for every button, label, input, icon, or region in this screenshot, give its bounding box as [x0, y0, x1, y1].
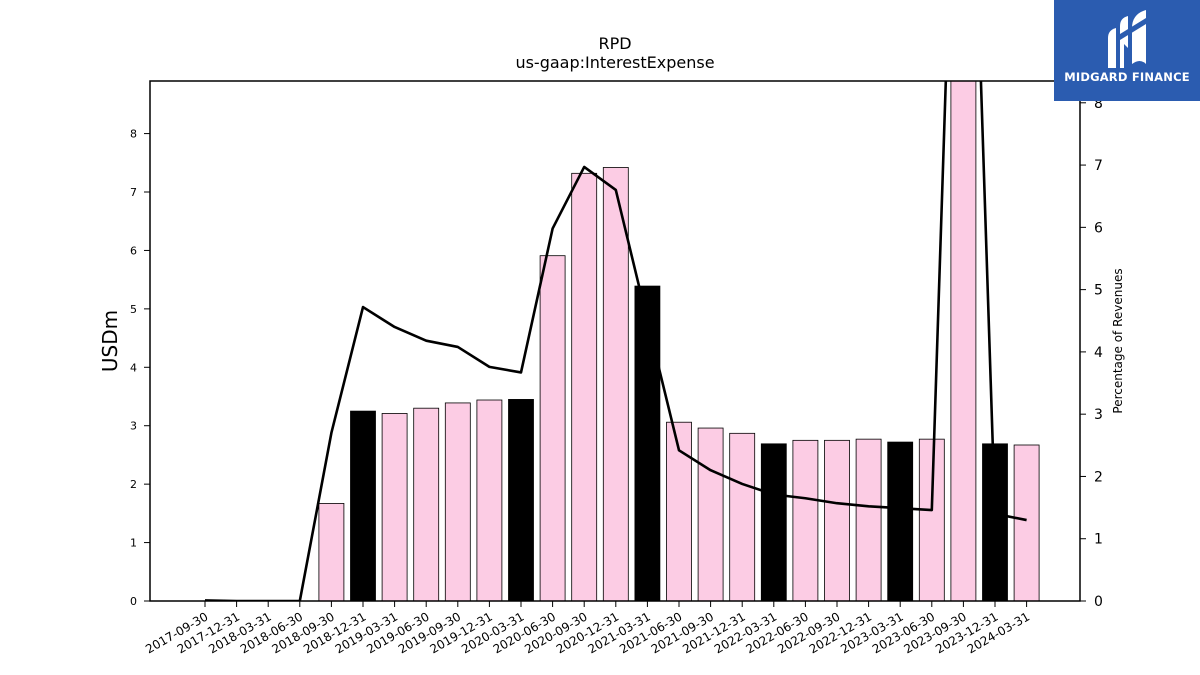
bar — [413, 407, 440, 602]
bar — [539, 255, 566, 602]
bar — [350, 410, 376, 602]
y-tick-label: 3 — [130, 420, 137, 433]
x-axis: 2017-09-302017-12-312018-03-312018-06-30… — [143, 601, 1032, 656]
bar — [1013, 444, 1040, 602]
bar — [729, 432, 756, 602]
y-tick-label: 8 — [130, 128, 137, 141]
bar — [571, 172, 598, 602]
plot-frame — [149, 80, 1081, 602]
y-axis-right: 0 1 2 3 4 5 6 7 8 — [1080, 96, 1103, 610]
y-axis-right-label: Percentage of Revenues — [1111, 268, 1125, 413]
y-tick-label: 6 — [130, 244, 137, 257]
y-tick-label: 7 — [130, 186, 137, 199]
bar — [918, 438, 945, 602]
brand-name: MIDGARD FINANCE — [1064, 70, 1190, 84]
y-tick-label: 5 — [130, 303, 137, 316]
y-right-tick-label: 5 — [1094, 283, 1103, 299]
y-right-tick-label: 1 — [1094, 532, 1103, 548]
y-axis-label: USDm — [98, 310, 122, 372]
y-tick-label: 1 — [130, 537, 137, 550]
bar — [824, 439, 850, 602]
bar — [318, 503, 345, 602]
y-right-tick-label: 0 — [1094, 594, 1103, 610]
bar — [508, 399, 534, 602]
y-right-tick-label: 3 — [1094, 407, 1103, 423]
bar — [887, 441, 914, 602]
y-right-tick-label: 8 — [1094, 96, 1103, 112]
bar — [444, 402, 471, 602]
bar — [697, 427, 724, 602]
bar — [792, 439, 819, 602]
bar — [666, 421, 692, 602]
bar — [476, 399, 503, 602]
series-line — [204, 81, 1027, 601]
y-tick-label: 4 — [130, 361, 137, 374]
bar — [381, 413, 408, 602]
bar — [634, 285, 661, 602]
y-right-tick-label: 4 — [1094, 345, 1103, 361]
line-series — [204, 81, 1027, 601]
bar — [602, 167, 629, 602]
chart-subtitle: us-gaap:InterestExpense — [515, 53, 714, 72]
bar — [855, 438, 882, 602]
y-right-tick-label: 7 — [1094, 158, 1103, 174]
midgard-logo-icon — [1108, 10, 1146, 68]
bar-series — [318, 80, 1040, 602]
y-right-tick-label: 2 — [1094, 469, 1103, 485]
y-tick-label: 2 — [130, 478, 137, 491]
brand-logo: MIDGARD FINANCE — [1054, 0, 1200, 101]
y-right-tick-label: 6 — [1094, 220, 1103, 236]
bar — [982, 443, 1008, 602]
bar — [760, 443, 787, 602]
chart-title: RPD — [598, 34, 631, 53]
y-tick-label: 0 — [130, 595, 137, 608]
bar — [950, 80, 977, 602]
y-axis-left: 0 1 2 3 4 5 6 7 8 — [130, 128, 150, 608]
